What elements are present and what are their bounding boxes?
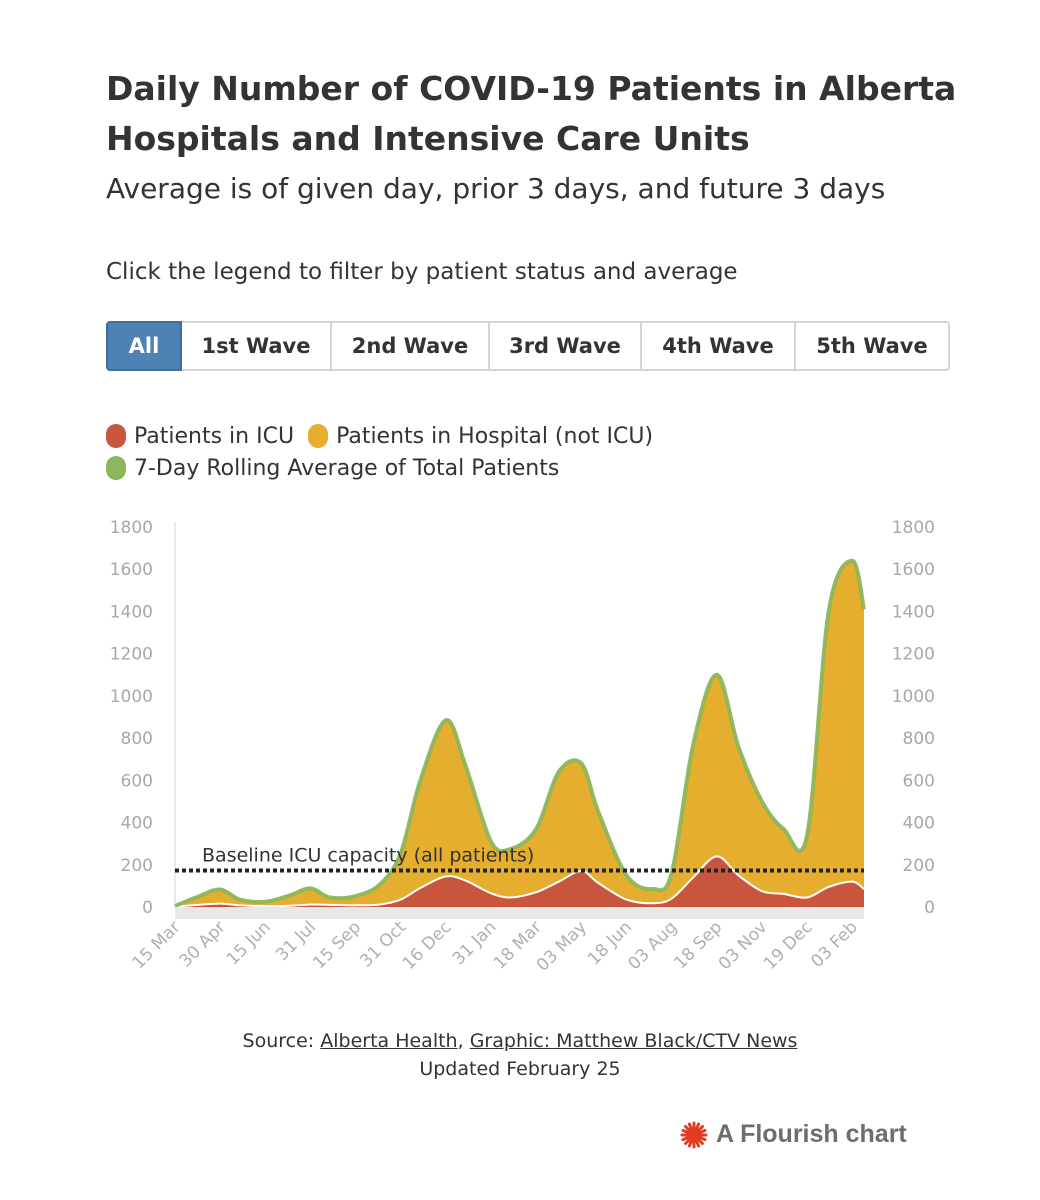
flourish-logo-icon [680,1121,708,1148]
y-tick-label-left: 1600 [110,560,153,580]
x-tick-label: 03 Nov [715,917,772,974]
flourish-label: A Flourish chart [716,1120,907,1148]
x-tick-label: 03 Feb [807,917,862,972]
y-tick-label-left: 200 [121,856,153,876]
legend-label-icu: Patients in ICU [134,423,295,449]
y-tick-label-right: 600 [903,771,935,791]
y-tick-label-right: 1000 [892,687,935,707]
y-tick-label-left: 0 [142,898,153,918]
area-hospital-not-icu [175,560,864,907]
chart-subtitle: Average is of given day, prior 3 days, a… [106,172,886,205]
source-link-graphic-credit[interactable]: Graphic: Matthew Black/CTV News [469,1030,798,1052]
filter-button-1st-wave[interactable]: 1st Wave [182,321,332,371]
y-tick-label-left: 1200 [110,645,153,665]
x-tick-label: 15 Mar [129,917,185,973]
y-tick-label-right: 800 [903,729,935,749]
filter-button-4th-wave[interactable]: 4th Wave [642,321,796,371]
source-prefix: Source: [242,1030,321,1052]
area-icu [175,856,864,907]
source-link-alberta-health[interactable]: Alberta Health [320,1030,458,1052]
legend-swatch-hospital [308,424,329,448]
baseline-icu-capacity-label: Baseline ICU capacity (all patients) [202,844,534,866]
y-tick-label-right: 0 [924,898,935,918]
legend-item-hospital[interactable]: Patients in Hospital (not ICU) [308,424,653,449]
x-tick-label: 03 Aug [624,917,681,974]
legend-label-rolling-average: 7-Day Rolling Average of Total Patients [134,455,560,481]
source-separator: , [457,1030,470,1052]
y-tick-label-left: 1400 [110,602,153,622]
covid-hospital-chart: 0 0 200 200 400 400 600 600 800 800 1000 1000 1200 12… [110,518,935,976]
filter-button-3rd-wave[interactable]: 3rd Wave [490,321,642,371]
filter-button-5th-wave[interactable]: 5th Wave [796,321,950,371]
legend-swatch-rolling-average [106,456,126,480]
flourish-branding[interactable]: A Flourish chart [680,1120,907,1149]
legend-instruction: Click the legend to filter by patient st… [106,259,738,285]
x-tick-label: 30 Apr [176,917,230,971]
updated-date: Updated February 25 [419,1058,621,1080]
x-tick-label: 15 Sep [309,917,365,973]
chart-title: Daily Number of COVID-19 Patients in Alb… [106,69,957,158]
chart-legend: Patients in ICU Patients in Hospital (no… [106,420,667,484]
legend-label-hospital: Patients in Hospital (not ICU) [336,423,654,449]
wave-filter-buttons: All 1st Wave 2nd Wave 3rd Wave 4th Wave … [106,321,950,371]
filter-button-all[interactable]: All [106,321,182,371]
y-tick-label-right: 200 [903,856,935,876]
y-tick-label-left: 400 [121,814,153,834]
x-tick-label: 15 Jun [223,917,275,969]
y-tick-label-left: 1800 [110,518,153,538]
x-tick-label: 18 Sep [670,917,726,973]
legend-item-rolling-average[interactable]: 7-Day Rolling Average of Total Patients [106,456,559,481]
y-tick-label-right: 1400 [892,602,935,622]
y-tick-label-left: 1000 [110,687,153,707]
filter-button-2nd-wave[interactable]: 2nd Wave [332,321,490,371]
x-axis-band [175,907,864,919]
y-tick-label-left: 600 [121,771,153,791]
source-line: Source: Alberta Health, Graphic: Matthew… [0,1026,1040,1056]
x-tick-label: 16 Dec [399,917,456,974]
y-tick-label-right: 1200 [892,645,935,665]
y-tick-label-left: 800 [121,729,153,749]
y-tick-label-right: 400 [903,814,935,834]
x-tick-label: 19 Dec [760,917,817,974]
line-rolling-average [174,558,866,908]
y-tick-label-right: 1600 [892,560,935,580]
icu-top-edge-line [174,855,865,908]
legend-item-icu[interactable]: Patients in ICU [106,424,294,449]
x-tick-label: 03 May [533,917,591,975]
y-tick-label-right: 1800 [892,518,935,538]
legend-swatch-icu [106,424,126,448]
